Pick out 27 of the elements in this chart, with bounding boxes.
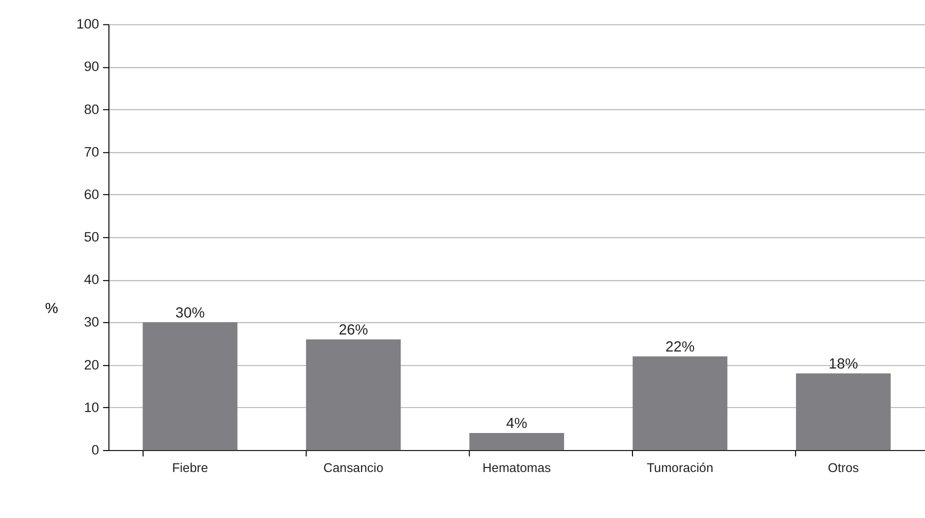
x-tick-label: Tumoración xyxy=(646,461,714,476)
data-label: 4% xyxy=(506,416,528,432)
data-label: 18% xyxy=(828,356,858,373)
y-tick-label: 40 xyxy=(84,272,100,288)
x-tick-label: Cansancio xyxy=(323,461,384,476)
y-tick-label: 70 xyxy=(84,144,100,160)
y-tick-label: 80 xyxy=(84,102,100,117)
bar xyxy=(142,322,238,450)
x-tick-label: Fiebre xyxy=(172,461,208,476)
y-tick-label: 90 xyxy=(84,59,100,74)
y-tick-label: 30 xyxy=(84,314,100,330)
y-tick-label: 0 xyxy=(92,442,100,458)
y-axis-title: % xyxy=(45,300,58,317)
y-tick-label: 20 xyxy=(84,357,100,372)
x-tick-label: Hematomas xyxy=(482,461,551,476)
x-tick-label: Otros xyxy=(828,461,859,476)
y-tick-label: 60 xyxy=(84,186,100,202)
bar xyxy=(632,356,728,450)
bar xyxy=(306,339,401,450)
bar xyxy=(796,373,891,450)
data-label: 30% xyxy=(175,305,205,322)
y-tick-label: 10 xyxy=(84,400,100,415)
data-label: 22% xyxy=(665,339,695,356)
data-label: 26% xyxy=(338,322,368,338)
y-tick-label: 100 xyxy=(76,16,100,32)
bar xyxy=(469,433,564,450)
y-tick-label: 50 xyxy=(84,230,100,245)
